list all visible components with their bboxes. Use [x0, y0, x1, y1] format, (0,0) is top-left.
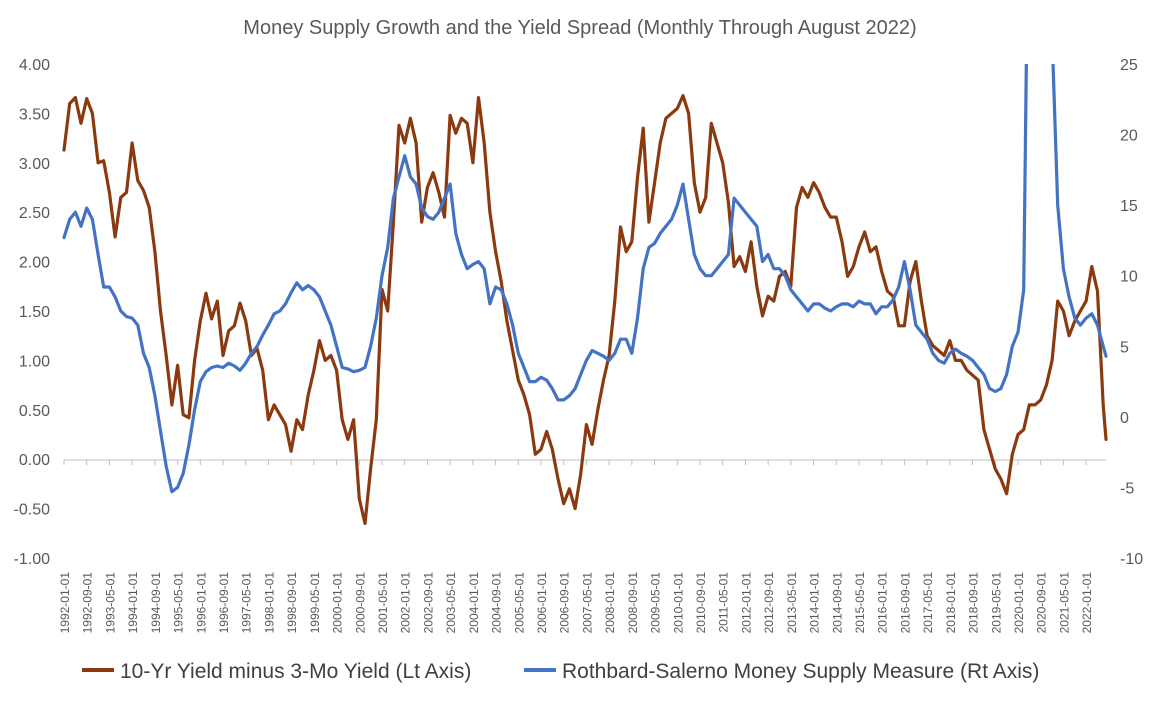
x-tick-label: 2010-01-01 [671, 572, 685, 634]
x-tick-label: 1992-01-01 [58, 572, 72, 634]
x-tick-label: 2016-01-01 [876, 572, 890, 634]
y-right-tick-label: 15 [1120, 198, 1138, 215]
x-tick-label: 2009-05-01 [649, 572, 663, 634]
y-right-tick-label: 5 [1120, 339, 1129, 356]
x-tick-label: 2011-05-01 [717, 572, 731, 633]
x-tick-label: 2004-01-01 [467, 572, 481, 634]
x-tick-label: 1997-05-01 [240, 572, 254, 634]
x-tick-label: 2013-05-01 [785, 572, 799, 634]
y-left-tick-label: 2.50 [19, 205, 50, 222]
x-tick-label: 2006-09-01 [558, 572, 572, 634]
y-left-tick-label: 0.00 [19, 452, 50, 469]
x-tick-label: 2021-05-01 [1057, 572, 1071, 634]
x-tick-label: 2002-01-01 [399, 572, 413, 634]
y-left-tick-label: 2.00 [19, 255, 50, 272]
x-tick-label: 1999-05-01 [308, 572, 322, 634]
x-tick-label: 2022-01-01 [1080, 572, 1094, 634]
x-tick-label: 2012-09-01 [762, 572, 776, 634]
x-tick-label: 1992-09-01 [81, 572, 95, 634]
x-tick-label: 1995-05-01 [172, 572, 186, 634]
y-left-tick-label: 1.50 [19, 304, 50, 321]
x-tick-label: 1994-01-01 [126, 572, 140, 634]
x-tick-label: 2000-01-01 [331, 572, 345, 634]
x-tick-label: 2006-01-01 [535, 572, 549, 634]
x-tick-label: 1996-09-01 [217, 572, 231, 634]
y-right-tick-label: -10 [1120, 551, 1143, 568]
y-left-tick-label: 1.00 [19, 353, 50, 370]
y-left-tick-label: 0.50 [19, 403, 50, 420]
series-line-yield-spread [62, 93, 1108, 526]
x-tick-label: 2020-09-01 [1035, 572, 1049, 634]
x-tick-label: 2007-05-01 [580, 572, 594, 634]
y-left-tick-label: 4.00 [19, 57, 50, 74]
x-tick-label: 2017-05-01 [921, 572, 935, 634]
x-tick-label: 2015-05-01 [853, 572, 867, 634]
x-tick-label: 1996-01-01 [194, 572, 208, 634]
x-tick-label: 2014-09-01 [830, 572, 844, 634]
y-right-tick-label: -5 [1120, 480, 1134, 497]
series-line-money-supply [62, 64, 1108, 494]
x-tick-label: 2019-05-01 [989, 572, 1003, 634]
x-tick-label: 2016-09-01 [898, 572, 912, 634]
x-tick-label: 2003-05-01 [444, 572, 458, 634]
x-tick-label: 2014-01-01 [808, 572, 822, 634]
legend-label-spread: 10-Yr Yield minus 3-Mo Yield (Lt Axis) [120, 660, 471, 683]
x-tick-label: 2012-01-01 [739, 572, 753, 634]
x-tick-label: 2001-05-01 [376, 572, 390, 634]
chart-title: Money Supply Growth and the Yield Spread… [243, 17, 916, 39]
x-tick-label: 2018-01-01 [944, 572, 958, 634]
x-tick-label: 2008-09-01 [626, 572, 640, 634]
x-tick-label: 2002-09-01 [421, 572, 435, 634]
y-left-tick-label: -0.50 [14, 502, 51, 519]
x-tick-label: 2008-01-01 [603, 572, 617, 634]
x-tick-label: 2018-09-01 [967, 572, 981, 634]
x-tick-label: 2020-01-01 [1012, 572, 1026, 634]
x-tick-label: 2004-09-01 [490, 572, 504, 634]
x-tick-label: 1993-05-01 [103, 572, 117, 634]
plot-area: 4.00 3.50 3.00 2.50 2.00 1.50 1.00 0.50 0.00 -0.5… [14, 57, 1144, 634]
y-right-tick-label: 10 [1120, 269, 1138, 286]
y-right-tick-label: 20 [1120, 128, 1138, 145]
y-left-tick-label: -1.00 [14, 551, 51, 568]
y-left-tick-label: 3.50 [19, 106, 50, 123]
x-tick-label: 1994-09-01 [149, 572, 163, 634]
x-tick-label: 1998-01-01 [262, 572, 276, 634]
x-tick-label: 2010-09-01 [694, 572, 708, 634]
legend-label-money: Rothbard-Salerno Money Supply Measure (R… [562, 660, 1039, 683]
x-tick-label: 2005-05-01 [512, 572, 526, 634]
y-left-tick-label: 3.00 [19, 156, 50, 173]
y-right-tick-label: 0 [1120, 410, 1129, 427]
legend: 10-Yr Yield minus 3-Mo Yield (Lt Axis) R… [82, 660, 1039, 683]
x-tick-label: 2000-09-01 [353, 572, 367, 634]
y-right-tick-label: 25 [1120, 57, 1138, 74]
x-tick-label: 1998-09-01 [285, 572, 299, 634]
